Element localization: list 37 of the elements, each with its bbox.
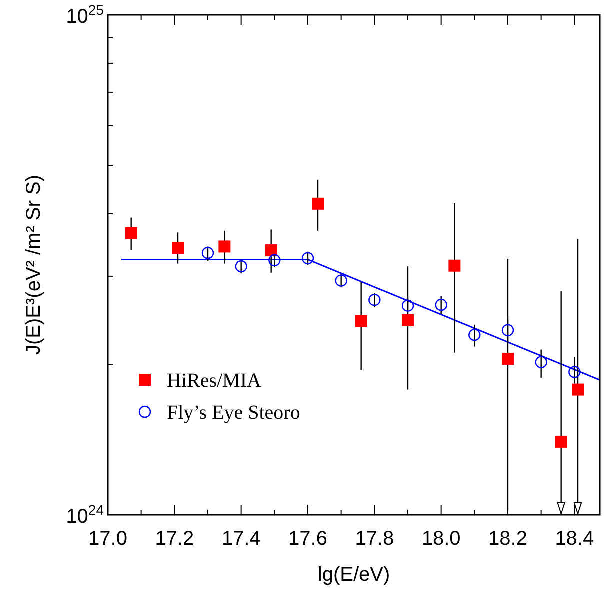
x-tick-label: 17.0 bbox=[88, 528, 128, 550]
x-tick-label: 17.8 bbox=[355, 528, 394, 550]
point bbox=[218, 240, 231, 253]
point bbox=[335, 274, 348, 287]
x-tick-label: 18.4 bbox=[555, 528, 594, 550]
point bbox=[535, 356, 548, 368]
y-axis-title: J(E)E³(eV² /m² Sr S) bbox=[23, 175, 45, 355]
point bbox=[555, 436, 568, 448]
point bbox=[502, 324, 514, 336]
point bbox=[448, 260, 461, 272]
x-tick-label: 18.0 bbox=[422, 528, 461, 550]
x-tick-label: 17.2 bbox=[155, 528, 194, 550]
point bbox=[502, 353, 514, 366]
point bbox=[172, 242, 184, 254]
point bbox=[302, 252, 314, 264]
x-tick-label: 18.2 bbox=[488, 528, 528, 550]
point bbox=[435, 298, 448, 312]
point bbox=[468, 328, 481, 342]
y-tick-label: 10$^{25}$ bbox=[66, 2, 104, 28]
legend-label: HiRes/MIA bbox=[167, 370, 262, 392]
point bbox=[402, 300, 414, 312]
point bbox=[355, 315, 368, 328]
point bbox=[235, 260, 248, 273]
point bbox=[265, 244, 278, 257]
point bbox=[312, 198, 324, 210]
legend-label: Fly’s Eye Steoro bbox=[167, 402, 300, 424]
point bbox=[202, 247, 214, 260]
point bbox=[568, 366, 581, 378]
point bbox=[402, 314, 414, 326]
x-tick-label: 17.6 bbox=[288, 528, 328, 550]
point bbox=[125, 227, 138, 240]
point bbox=[572, 384, 584, 396]
x-axis-title: lg(E/eV) bbox=[318, 564, 390, 586]
y-tick-label: 10$^{24}$ bbox=[66, 502, 104, 528]
point bbox=[368, 294, 381, 306]
point bbox=[268, 254, 281, 266]
x-tick-label: 17.4 bbox=[222, 528, 261, 550]
